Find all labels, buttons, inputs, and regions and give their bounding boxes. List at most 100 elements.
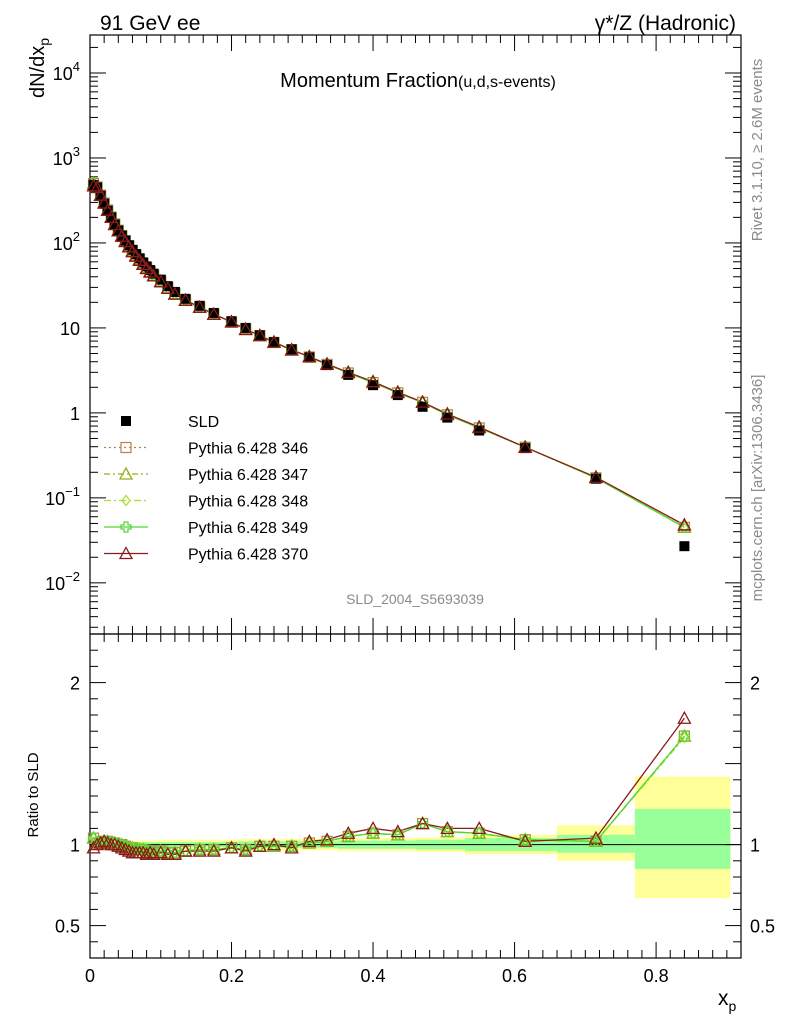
main-point-top bbox=[284, 342, 299, 356]
ratio-point-4 bbox=[107, 837, 122, 851]
ratio-point-3 bbox=[441, 826, 453, 838]
plot-title-sub: (u,d,s-events) bbox=[458, 74, 556, 91]
ratio-xtick-label: 0.6 bbox=[502, 966, 527, 986]
legend-label-0: SLD bbox=[188, 414, 219, 431]
legend-marker-4 bbox=[120, 521, 132, 533]
main-point-top bbox=[100, 202, 115, 216]
sld-point bbox=[520, 443, 531, 454]
legend: SLD Pythia 6.428 346 Pythia 6.428 347 Pythi… bbox=[104, 414, 308, 564]
main-point-top bbox=[518, 439, 533, 453]
sld-point bbox=[286, 344, 297, 355]
ratio-ytick-label-right: 0.5 bbox=[750, 917, 775, 937]
ratio-point-4 bbox=[238, 843, 253, 857]
ratio-point-3 bbox=[590, 835, 602, 847]
ratio-ytick-label: 1 bbox=[70, 836, 80, 856]
ratio-point-3 bbox=[392, 829, 404, 841]
sld-point bbox=[169, 286, 180, 297]
main-point-top bbox=[588, 469, 604, 483]
sld-point bbox=[343, 369, 354, 380]
main-point-top bbox=[192, 299, 207, 313]
ratio-point-4 bbox=[284, 840, 299, 854]
main-point-top bbox=[178, 292, 193, 306]
ratio-point-4 bbox=[100, 835, 115, 849]
sld-point bbox=[109, 219, 120, 230]
main-ytick-label: 104 bbox=[53, 59, 80, 84]
sld-point bbox=[102, 205, 113, 216]
ratio-point-4 bbox=[390, 824, 405, 838]
sld-point bbox=[113, 225, 124, 236]
plot-title: Momentum Fraction(u,d,s-events) bbox=[280, 70, 556, 92]
sld-point bbox=[208, 307, 219, 318]
main-point-top bbox=[472, 419, 487, 433]
ratio-ytick-label-right: 1 bbox=[750, 836, 760, 856]
ratio-point-4 bbox=[178, 843, 193, 857]
ratio-point-4 bbox=[677, 710, 692, 724]
main-point-top bbox=[104, 210, 119, 224]
legend-marker-3 bbox=[121, 494, 131, 507]
sld-point bbox=[155, 274, 166, 285]
main-point-top bbox=[266, 334, 282, 348]
ratio-point-4 bbox=[153, 845, 168, 859]
sld-point bbox=[368, 380, 379, 391]
sld-point bbox=[106, 212, 117, 223]
ratio-xtick-label: 0.2 bbox=[219, 966, 244, 986]
sld-point bbox=[474, 425, 485, 436]
ratio-ylabel: Ratio to SLD bbox=[25, 752, 42, 837]
main-point-top bbox=[238, 322, 253, 336]
legend-label-5: Pythia 6.428 370 bbox=[188, 547, 308, 564]
ratio-point-2 bbox=[679, 731, 690, 744]
ratio-point-4 bbox=[440, 821, 455, 835]
main-point-top bbox=[319, 356, 335, 370]
sld-point bbox=[590, 473, 601, 484]
header-left: 91 GeV ee bbox=[100, 12, 200, 35]
main-ytick-label: 103 bbox=[53, 144, 80, 169]
ratio-point-4 bbox=[206, 843, 221, 857]
ratio-point-4 bbox=[365, 821, 381, 835]
legend-label-3: Pythia 6.428 348 bbox=[188, 494, 308, 511]
sld-point bbox=[322, 360, 333, 371]
legend-label-2: Pythia 6.428 347 bbox=[188, 467, 308, 484]
legend-label-1: Pythia 6.428 346 bbox=[188, 441, 308, 458]
ratio-xtick-label: 0.4 bbox=[361, 966, 386, 986]
legend-marker-2 bbox=[118, 466, 134, 480]
sld-point bbox=[240, 322, 251, 333]
ratio-point-3 bbox=[303, 837, 315, 849]
main-ytick-label: 10−2 bbox=[45, 569, 80, 594]
ratio-point-4 bbox=[111, 838, 126, 852]
legend-marker-0 bbox=[121, 416, 131, 426]
main-point-top bbox=[89, 180, 105, 194]
main-point-top bbox=[146, 268, 161, 282]
main-point-top bbox=[415, 394, 430, 408]
ratio-xlabel: xp bbox=[718, 987, 737, 1014]
mcplots-label: mcplots.cern.ch [arXiv:1306.3436] bbox=[749, 375, 766, 602]
sld-point bbox=[442, 412, 453, 423]
ratio-xtick-label: 0.8 bbox=[644, 966, 669, 986]
plot-title-main: Momentum Fraction bbox=[280, 70, 458, 92]
legend-marker-5 bbox=[118, 546, 134, 560]
ratio-point-4 bbox=[518, 834, 533, 848]
sld-point bbox=[194, 300, 205, 311]
main-point-top bbox=[677, 517, 692, 531]
analysis-id: SLD_2004_S5693039 bbox=[346, 591, 484, 607]
ratio-ytick-label: 0.5 bbox=[55, 917, 80, 937]
ratio-point-4 bbox=[160, 846, 175, 860]
main-panel: 10−2 10−1 1 10 102 103 104 bbox=[45, 34, 742, 635]
ratio-point-4 bbox=[252, 838, 267, 852]
main-point-top bbox=[107, 217, 122, 231]
main-point-top bbox=[440, 406, 455, 420]
ratio-point-4 bbox=[302, 834, 317, 848]
sld-point bbox=[392, 390, 403, 401]
ratio-point-3 bbox=[342, 830, 354, 843]
ratio-point-4 bbox=[114, 840, 129, 854]
main-point-top bbox=[252, 328, 267, 342]
legend-marker-1 bbox=[120, 441, 132, 454]
ratio-point-3 bbox=[321, 835, 333, 847]
main-point-top bbox=[86, 178, 101, 192]
ratio-point-4 bbox=[139, 846, 154, 860]
main-point-top bbox=[390, 384, 405, 398]
sld-point bbox=[268, 337, 279, 348]
ratio-point-3 bbox=[268, 840, 280, 852]
main-ytick-label: 10−1 bbox=[45, 484, 80, 509]
sld-point bbox=[254, 330, 265, 341]
